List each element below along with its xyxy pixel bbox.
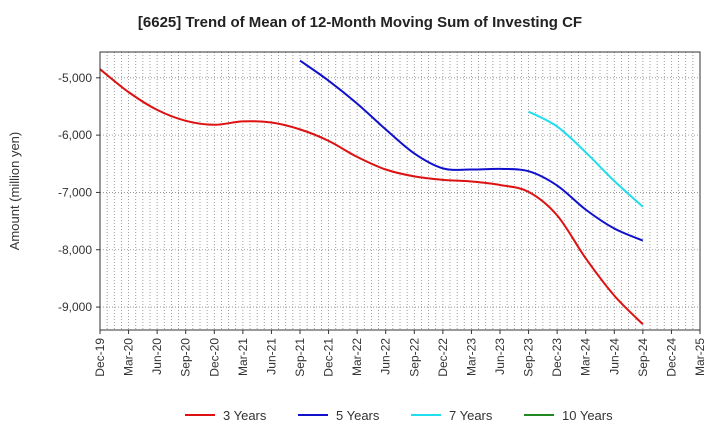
x-tick-label: Mar-23: [464, 338, 478, 376]
x-tick-label: Mar-22: [350, 338, 364, 376]
y-axis-ticks: -5,000 -6,000 -7,000 -8,000 -9,000: [58, 71, 100, 314]
x-tick-label: Mar-24: [579, 338, 593, 376]
legend-label: 7 Years: [449, 408, 493, 423]
x-tick-label: Dec-23: [550, 338, 564, 377]
legend-label: 10 Years: [562, 408, 613, 423]
series-line-5-years: [299, 59, 644, 242]
x-tick-label: Sep-23: [522, 338, 536, 377]
plot-border: [99, 51, 701, 331]
x-tick-label: Sep-20: [179, 338, 193, 377]
x-tick-label: Dec-24: [664, 338, 678, 377]
x-tick-label: Mar-20: [122, 338, 136, 376]
legend: 3 Years 5 Years 7 Years 10 Years: [185, 408, 613, 423]
series-lines: [99, 59, 644, 325]
x-tick-label: Jun-23: [493, 338, 507, 375]
legend-label: 3 Years: [223, 408, 267, 423]
x-tick-label: Dec-20: [207, 338, 221, 377]
x-tick-label: Sep-24: [636, 338, 650, 377]
x-tick-label: Dec-21: [322, 338, 336, 377]
x-tick-label: Jun-20: [150, 338, 164, 375]
x-tick-label: Sep-22: [407, 338, 421, 377]
y-tick-label: -7,000: [58, 185, 92, 199]
x-tick-label: Mar-25: [693, 338, 707, 376]
y-tick-label: -5,000: [58, 71, 92, 85]
x-tick-label: Dec-22: [436, 338, 450, 377]
x-tick-label: Jun-22: [379, 338, 393, 375]
x-tick-label: Jun-21: [264, 338, 278, 375]
x-tick-label: Dec-19: [93, 338, 107, 377]
y-tick-label: -6,000: [58, 128, 92, 142]
y-tick-label: -8,000: [58, 243, 92, 257]
y-axis-label: Amount (million yen): [7, 132, 22, 251]
x-tick-label: Jun-24: [607, 338, 621, 375]
series-line-7-years: [528, 110, 644, 208]
legend-label: 5 Years: [336, 408, 380, 423]
series-line-3-years: [99, 68, 644, 325]
x-tick-label: Sep-21: [293, 338, 307, 377]
y-tick-label: -9,000: [58, 300, 92, 314]
x-axis-ticks: Dec-19 Mar-20 Jun-20 Sep-20 Dec-20 Mar-21 Jun-…: [93, 330, 707, 377]
chart-title: [6625] Trend of Mean of 12-Month Moving …: [137, 14, 583, 31]
grid-lines: [100, 52, 700, 330]
x-tick-label: Mar-21: [236, 338, 250, 376]
